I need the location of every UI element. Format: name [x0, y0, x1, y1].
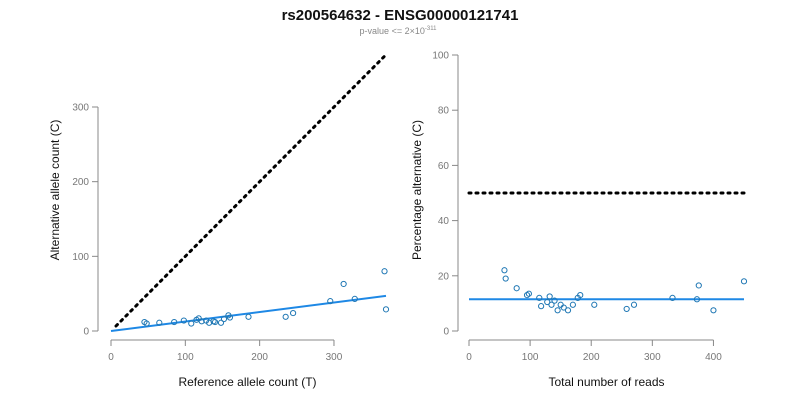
y-tick-label: 300: [72, 103, 89, 114]
data-point: [630, 301, 638, 308]
data-point: [538, 303, 545, 310]
x-tick-label: 0: [108, 352, 114, 363]
data-point: [289, 309, 297, 317]
data-point: [740, 278, 748, 285]
data-point: [560, 304, 567, 311]
data-point: [523, 292, 531, 299]
data-point: [564, 307, 572, 314]
x-tick-label: 200: [583, 352, 600, 363]
data-point: [695, 282, 702, 289]
data-point: [525, 290, 532, 297]
y-tick-label: 60: [438, 161, 450, 172]
x-axis-title: Reference allele count (T): [178, 375, 316, 389]
data-point: [501, 267, 508, 274]
y-tick-label: 0: [443, 327, 449, 338]
regression-line: [110, 294, 387, 332]
chart-subtitle: p-value <= 2×10-311: [360, 26, 438, 36]
data-point: [536, 294, 543, 301]
y-tick-label: 40: [438, 216, 450, 227]
data-point: [569, 301, 576, 308]
data-point: [171, 318, 178, 326]
data-point: [502, 275, 509, 282]
y-tick-label: 100: [432, 51, 449, 62]
y-tick-label: 0: [83, 327, 89, 338]
data-point: [180, 317, 187, 324]
data-point: [591, 301, 598, 308]
data-point: [226, 314, 234, 321]
data-point: [382, 306, 390, 313]
data-point: [551, 297, 558, 304]
right-panel-percentage-vs-reads: 0 100 200 300 400 0 20 40 60 80 100 Total number of…: [410, 51, 748, 389]
x-axis-title: Total number of reads: [548, 375, 664, 389]
data-point: [282, 313, 289, 320]
data-point: [623, 305, 630, 313]
data-point: [220, 315, 228, 323]
data-point: [544, 298, 551, 306]
data-point: [327, 298, 334, 305]
data-point: [548, 301, 555, 308]
data-point: [710, 307, 717, 314]
data-point: [340, 280, 347, 288]
x-tick-label: 100: [522, 352, 539, 363]
data-point: [381, 268, 388, 275]
y-axis-title: Alternative allele count (C): [48, 120, 62, 261]
y-tick-label: 200: [72, 177, 89, 188]
x-tick-label: 0: [466, 352, 472, 363]
x-tick-label: 300: [326, 352, 343, 363]
y-axis-title: Percentage alternative (C): [410, 120, 424, 260]
subtitle-exponent: -311: [425, 26, 437, 32]
left-panel-alt-vs-ref-count: 0 100 200 300 0 100 200 300 Reference allele cou…: [48, 53, 390, 389]
subtitle-prefix: p-value <= 2×10: [360, 26, 425, 36]
data-point: [198, 318, 205, 325]
data-point: [669, 294, 676, 301]
data-point: [156, 319, 163, 326]
data-point: [351, 295, 358, 302]
y-tick-label: 100: [72, 252, 89, 263]
data-point: [513, 285, 520, 292]
data-point: [211, 318, 219, 326]
data-point: [546, 293, 553, 300]
data-point: [143, 320, 150, 327]
reference-line: [114, 53, 388, 328]
x-tick-label: 200: [251, 352, 268, 363]
data-point: [245, 313, 252, 320]
y-tick-label: 20: [438, 271, 450, 282]
y-tick-label: 80: [438, 106, 450, 117]
data-point: [217, 319, 225, 326]
data-point: [577, 292, 584, 299]
x-tick-label: 100: [177, 352, 194, 363]
data-point: [554, 307, 561, 314]
data-point: [188, 320, 195, 327]
x-tick-label: 400: [705, 352, 722, 363]
data-point: [693, 296, 701, 303]
x-tick-label: 300: [644, 352, 661, 363]
chart-title: rs200564632 - ENSG00000121741: [282, 7, 519, 24]
